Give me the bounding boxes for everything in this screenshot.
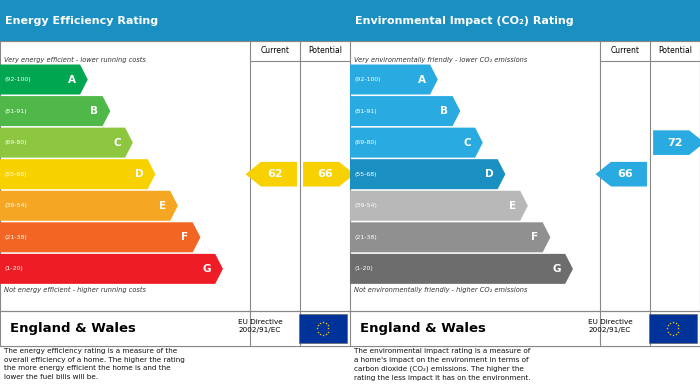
Bar [350,41,700,346]
Text: (39-54): (39-54) [4,203,27,208]
Polygon shape [350,96,461,126]
Text: (69-80): (69-80) [354,140,377,145]
Text: (55-68): (55-68) [354,172,377,177]
Text: C: C [463,138,471,148]
Text: (1-20): (1-20) [4,266,23,271]
Polygon shape [0,65,88,95]
Text: (81-91): (81-91) [4,109,27,113]
Text: Current: Current [260,46,290,56]
Text: 72: 72 [667,138,682,148]
Polygon shape [0,127,133,158]
Text: C: C [113,138,121,148]
Text: Very environmentally friendly - lower CO₂ emissions: Very environmentally friendly - lower CO… [354,56,527,63]
Text: (39-54): (39-54) [354,203,377,208]
Text: E: E [509,201,516,211]
Polygon shape [0,254,223,284]
Polygon shape [0,222,200,252]
Polygon shape [303,162,354,187]
Text: B: B [90,106,99,116]
Polygon shape [246,162,297,187]
Text: Not environmentally friendly - higher CO₂ emissions: Not environmentally friendly - higher CO… [354,287,527,293]
Text: Potential: Potential [658,46,692,56]
Polygon shape [0,159,155,189]
Text: 66: 66 [617,169,633,179]
Bar [300,314,346,343]
Polygon shape [350,191,528,221]
Text: B: B [440,106,449,116]
Text: EU Directive
2002/91/EC: EU Directive 2002/91/EC [588,319,633,333]
Text: The environmental impact rating is a measure of
a home's impact on the environme: The environmental impact rating is a mea… [354,348,530,381]
Bar [650,314,696,343]
Text: (55-68): (55-68) [4,172,27,177]
Text: Very energy efficient - lower running costs: Very energy efficient - lower running co… [4,56,146,63]
Text: Potential: Potential [308,46,342,56]
Polygon shape [350,254,573,284]
Polygon shape [350,222,550,252]
Text: A: A [68,75,76,84]
Text: 66: 66 [317,169,333,179]
Text: A: A [418,75,426,84]
Text: EU Directive
2002/91/EC: EU Directive 2002/91/EC [238,319,283,333]
Text: D: D [485,169,494,179]
Polygon shape [0,191,178,221]
Text: (92-100): (92-100) [354,77,381,82]
Text: G: G [552,264,561,274]
Polygon shape [596,162,647,187]
Text: F: F [181,232,188,242]
Bar [0,311,350,346]
Text: England & Wales: England & Wales [10,322,136,335]
Text: Energy Efficiency Rating: Energy Efficiency Rating [6,16,158,25]
Polygon shape [350,127,483,158]
Text: The energy efficiency rating is a measure of the
overall efficiency of a home. T: The energy efficiency rating is a measur… [4,348,184,380]
Text: England & Wales: England & Wales [360,322,486,335]
Bar [350,0,700,41]
Text: (69-80): (69-80) [4,140,27,145]
Text: D: D [135,169,143,179]
Text: 62: 62 [267,169,283,179]
Bar [0,0,350,41]
Text: (21-38): (21-38) [354,235,377,240]
Polygon shape [653,130,700,155]
Text: Current: Current [610,46,640,56]
Bar [350,311,700,346]
Polygon shape [0,96,111,126]
Text: (92-100): (92-100) [4,77,31,82]
Text: Environmental Impact (CO₂) Rating: Environmental Impact (CO₂) Rating [355,16,574,25]
Text: Not energy efficient - higher running costs: Not energy efficient - higher running co… [4,287,146,293]
Polygon shape [350,65,438,95]
Text: (21-38): (21-38) [4,235,27,240]
Text: E: E [159,201,166,211]
Text: (81-91): (81-91) [354,109,377,113]
Bar [0,41,350,346]
Text: (1-20): (1-20) [354,266,373,271]
Text: G: G [202,264,211,274]
Text: F: F [531,232,538,242]
Polygon shape [350,159,505,189]
